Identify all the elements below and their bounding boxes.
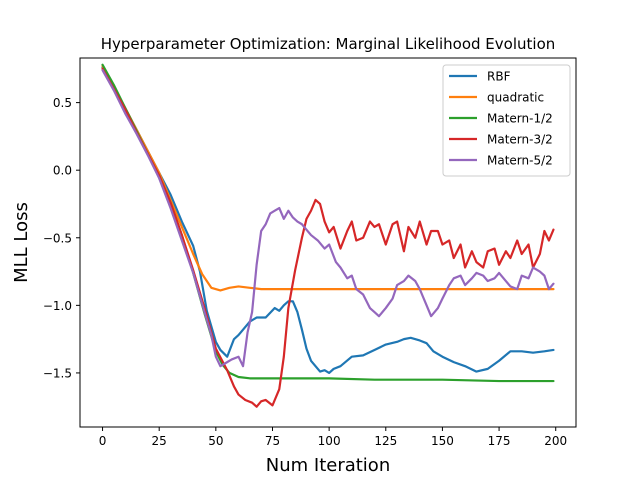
y-tick-label: 0.0 [53, 164, 72, 178]
legend-label: Matern-5/2 [487, 154, 553, 168]
x-tick-label: 150 [431, 434, 454, 448]
plot-area [79, 57, 577, 428]
chart-title: Hyperparameter Optimization: Marginal Li… [101, 35, 556, 53]
x-axis-label: Num Iteration [266, 455, 390, 476]
y-axis: −1.5 −1.0 −0.5 0.0 0.5 [43, 96, 80, 380]
x-tick-label: 200 [544, 434, 567, 448]
x-tick-label: 0 [99, 434, 107, 448]
x-tick-label: 50 [208, 434, 223, 448]
y-tick-label: −0.5 [43, 231, 72, 245]
y-tick-label: 0.5 [53, 96, 72, 110]
legend-label: quadratic [487, 91, 544, 105]
y-tick-label: −1.0 [43, 299, 72, 313]
x-tick-label: 175 [488, 434, 511, 448]
y-axis-label: MLL Loss [11, 202, 32, 283]
series-line-rbf [101, 66, 555, 375]
x-axis: 0 25 50 75 100 125 150 175 200 [99, 427, 567, 448]
series-layer [101, 63, 555, 408]
series-line-matern-5-2 [101, 69, 555, 368]
y-tick-label: −1.5 [43, 366, 72, 380]
plot-frame [79, 57, 577, 428]
series-line-matern-3-2 [101, 67, 555, 408]
legend-label: Matern-3/2 [487, 133, 553, 147]
x-tick-label: 75 [265, 434, 280, 448]
legend: RBF quadratic Matern-1/2 Matern-3/2 Matern-5… [442, 64, 571, 177]
legend-box [442, 64, 571, 177]
legend-label: RBF [487, 70, 511, 84]
x-tick-label: 100 [318, 434, 341, 448]
x-tick-label: 125 [374, 434, 397, 448]
x-tick-label: 25 [152, 434, 167, 448]
legend-label: Matern-1/2 [487, 112, 553, 126]
